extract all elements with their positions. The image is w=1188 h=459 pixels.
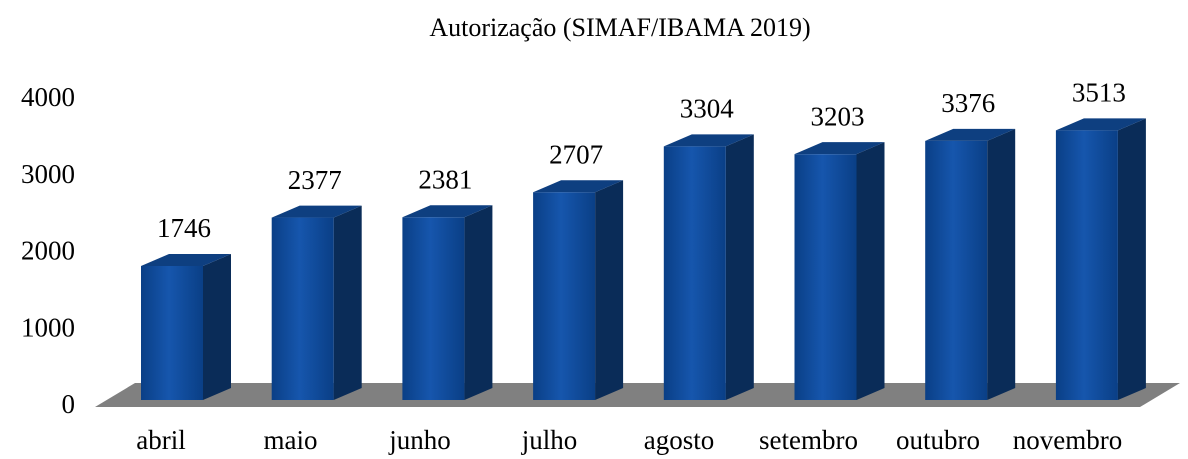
data-label: 2377	[288, 165, 342, 195]
bar-side	[725, 134, 754, 400]
data-label: 3376	[941, 88, 995, 118]
x-tick-label: outubro	[896, 425, 980, 455]
bar-side	[464, 205, 493, 400]
x-tick-label: junho	[388, 425, 451, 455]
data-label: 3513	[1072, 78, 1126, 108]
bar	[402, 217, 465, 400]
bar-side	[1117, 118, 1146, 400]
data-label: 3203	[811, 101, 865, 131]
bar-top	[794, 142, 885, 155]
data-label: 2707	[549, 139, 603, 169]
x-tick-label: abril	[136, 425, 185, 455]
bar	[141, 265, 203, 400]
chart-title: Autorização (SIMAF/IBAMA 2019)	[429, 13, 810, 42]
x-tick-label: novembro	[1013, 425, 1122, 455]
bar	[533, 192, 596, 400]
bar-top	[925, 128, 1016, 141]
bar-top	[141, 253, 231, 266]
y-tick-label: 2000	[21, 236, 75, 266]
y-tick-label: 0	[62, 389, 76, 419]
data-label: 1746	[157, 213, 211, 243]
bar	[1055, 130, 1118, 400]
bar	[271, 217, 334, 400]
bar-top	[663, 134, 754, 147]
bar-top	[533, 180, 624, 193]
floor	[95, 383, 1180, 407]
bar-side	[987, 128, 1016, 400]
x-tick-label: agosto	[644, 425, 715, 455]
x-tick-label: maio	[264, 425, 318, 455]
bar-top	[271, 205, 362, 218]
bar	[663, 146, 726, 400]
data-label: 3304	[680, 94, 735, 124]
y-tick-label: 1000	[21, 312, 75, 342]
y-tick-label: 4000	[21, 82, 75, 112]
x-tick-label: julho	[521, 425, 578, 455]
bar-top	[402, 205, 493, 218]
bar	[794, 154, 857, 400]
data-label: 2381	[418, 164, 472, 194]
bar	[925, 140, 988, 400]
bar-top	[1055, 118, 1146, 131]
x-tick-label: setembro	[759, 425, 858, 455]
bar-side	[203, 253, 231, 400]
bar-side	[856, 142, 885, 401]
y-tick-label: 3000	[21, 159, 75, 189]
bar-side	[333, 205, 362, 400]
bar-side	[595, 180, 624, 400]
